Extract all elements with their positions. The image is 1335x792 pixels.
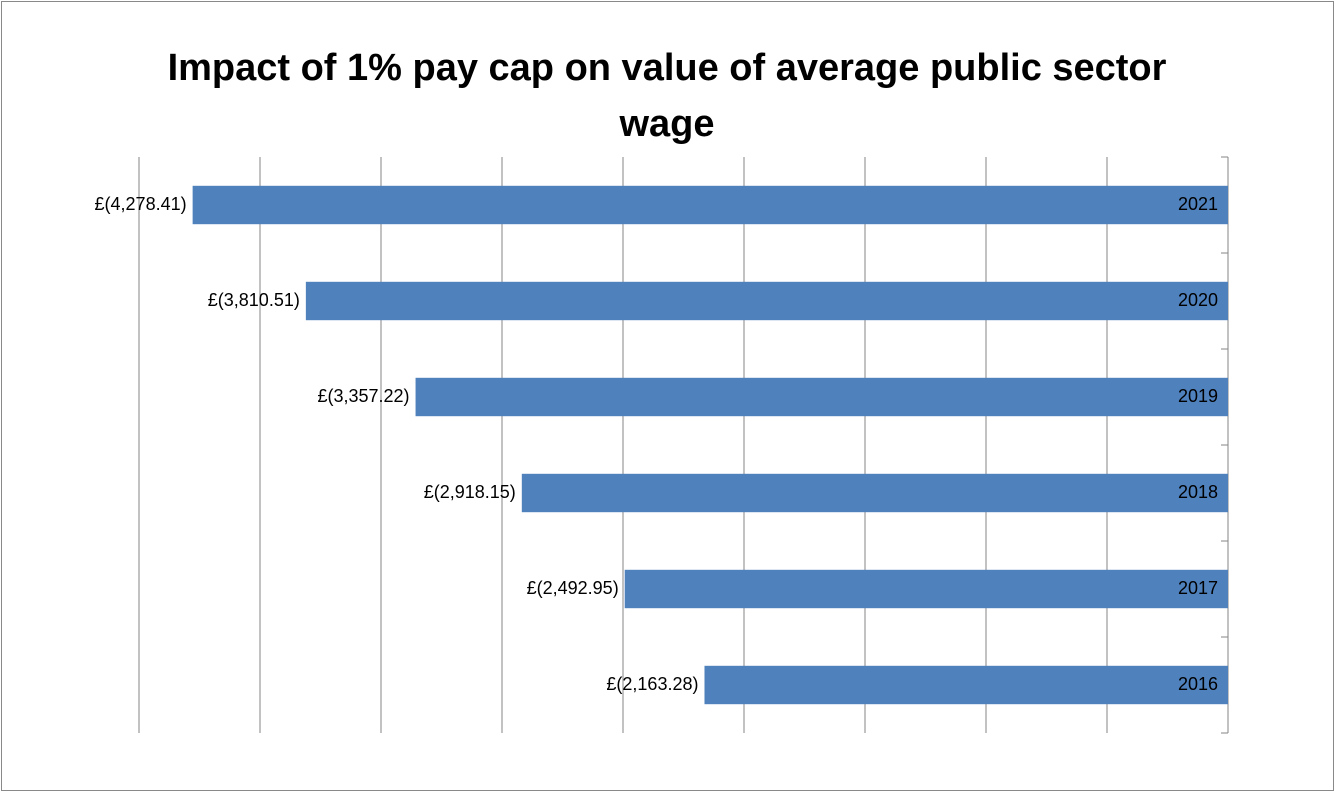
data-label: £(2,492.95) [527, 578, 619, 598]
category-label: 2020 [1178, 290, 1218, 310]
category-label: 2018 [1178, 482, 1218, 502]
category-label: 2019 [1178, 386, 1218, 406]
category-label: 2021 [1178, 194, 1218, 214]
category-label: 2016 [1178, 674, 1218, 694]
data-label: £(2,918.15) [424, 482, 516, 502]
bar [521, 473, 1228, 513]
data-label: £(3,810.51) [208, 290, 300, 310]
bar [305, 281, 1228, 321]
chart-title: Impact of 1% pay cap on value of average… [167, 47, 1167, 145]
bar [704, 665, 1228, 705]
data-label: £(2,163.28) [606, 674, 698, 694]
bar [192, 185, 1229, 225]
category-label: 2017 [1178, 578, 1218, 598]
bar [415, 377, 1229, 417]
bar [624, 569, 1228, 609]
data-label: £(3,357.22) [317, 386, 409, 406]
data-label: £(4,278.41) [95, 194, 187, 214]
